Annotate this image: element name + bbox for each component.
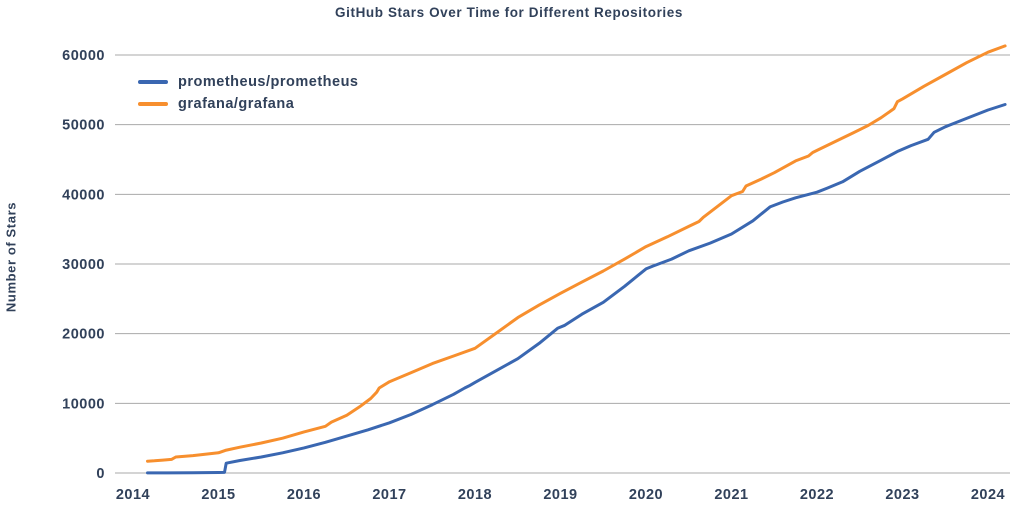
x-tick-label-2016: 2016 [287,487,321,503]
chart-title: GitHub Stars Over Time for Different Rep… [335,5,683,20]
y-tick-label-60000: 60000 [62,48,105,64]
x-tick-label-2015: 2015 [201,487,235,503]
x-tick-label-2022: 2022 [800,487,834,503]
y-tick-label-10000: 10000 [62,396,105,412]
y-tick-label-20000: 20000 [62,327,105,343]
x-tick-label-2018: 2018 [458,487,492,503]
x-tick-label-2020: 2020 [629,487,663,503]
y-tick-label-50000: 50000 [62,118,105,134]
x-tick-label-2017: 2017 [372,487,406,503]
x-tick-label-2024: 2024 [971,487,1005,503]
y-tick-label-30000: 30000 [62,257,105,273]
grafana-line-swatch [138,101,168,106]
prometheus-line-swatch [138,79,168,84]
x-tick-label-2014: 2014 [116,487,150,503]
y-tick-label-40000: 40000 [62,187,105,203]
legend: prometheus/prometheus grafana/grafana [138,73,359,112]
legend-label-prometheus: prometheus/prometheus [178,73,359,90]
series-line-prometheus [146,103,1007,475]
legend-label-grafana: grafana/grafana [178,95,295,112]
x-tick-label-2019: 2019 [543,487,577,503]
legend-item-grafana: grafana/grafana [138,95,359,112]
series-line-grafana [146,44,1007,463]
legend-item-prometheus: prometheus/prometheus [138,73,359,90]
y-tick-label-0: 0 [96,466,105,482]
x-tick-label-2023: 2023 [885,487,919,503]
x-tick-label-2021: 2021 [714,487,748,503]
